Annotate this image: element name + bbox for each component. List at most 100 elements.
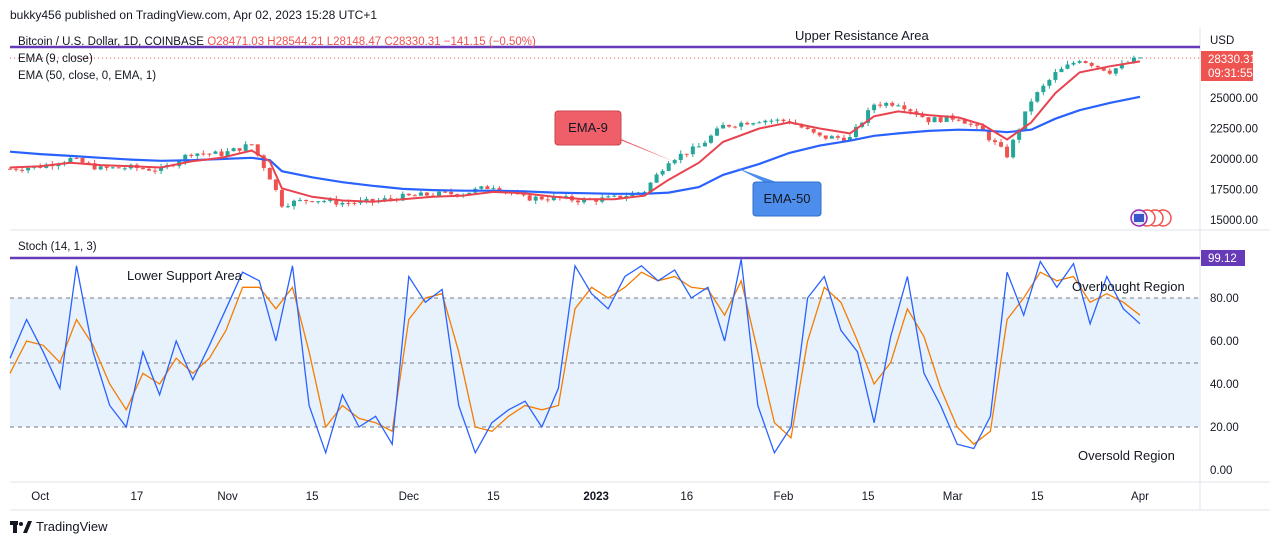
stoch-tick: 80.00 [1210,293,1239,305]
candle [237,148,242,153]
last-price-badge [1201,51,1253,81]
candle [872,103,877,114]
candle [1107,68,1112,75]
candle [545,196,550,203]
candle [249,144,254,146]
last-price-value: 28330.31 [1208,54,1256,66]
candle [533,194,538,205]
ema50-callout-label: EMA-50 [764,191,811,206]
candle [1071,61,1076,66]
candle [902,101,907,112]
stoch-tick: 40.00 [1210,379,1239,391]
candle [1041,83,1046,96]
candle [334,195,339,207]
candle [606,194,611,198]
candle [1047,78,1052,89]
candle [1005,144,1010,159]
candle [1011,138,1016,159]
candle [811,128,816,135]
candle [195,153,200,160]
candle [1059,66,1064,73]
time-tick: 15 [306,491,319,503]
candle [666,160,671,172]
candle [866,107,871,127]
candle [715,126,720,137]
time-tick: Dec [399,491,420,503]
candle [733,125,738,129]
candle [763,119,768,126]
stoch-axis-ticks: 80.00 60.00 40.00 20.00 0.00 [1210,293,1239,477]
candle [829,134,834,139]
ema9-line [9,60,1141,203]
candle [775,118,780,124]
candle [992,138,997,145]
candle [853,123,858,141]
candle [231,147,236,152]
candle [702,140,707,147]
time-tick: 16 [680,491,693,503]
candle [708,134,713,144]
overbought-label: Overbought Region [1072,279,1185,294]
candle [835,134,840,140]
candle [986,129,991,143]
price-tick: 17500.00 [1210,185,1258,197]
time-tick: Nov [217,491,238,503]
price-tick: 20000.00 [1210,154,1258,166]
candle [938,116,943,124]
candle [116,167,121,169]
time-tick: Apr [1131,491,1149,503]
time-tick: Oct [31,491,50,503]
candle [310,200,315,203]
candle [479,185,484,191]
candle [1029,98,1034,116]
candle [279,188,284,209]
candle [285,203,290,209]
stoch-current-value: 99.12 [1208,253,1237,265]
candle [189,153,194,159]
price-axis-ticks: 25000.00 22500.00 20000.00 17500.00 15000.00 [1210,93,1258,227]
price-tick: 15000.00 [1210,215,1258,227]
candle [896,103,901,107]
candle [684,153,689,158]
candle [1138,57,1142,59]
ema9-legend: EMA (9, close) [18,53,93,65]
candle [418,190,423,196]
candle [660,169,665,177]
ema50-legend: EMA (50, close, 0, EMA, 1) [18,70,157,82]
candle [298,197,303,202]
candle [926,117,931,125]
candle [721,122,726,129]
candle [823,135,828,141]
candle [678,150,683,164]
candle [1113,68,1118,76]
currency-label: USD [1210,35,1234,47]
candle [757,121,762,124]
time-tick: 15 [1031,491,1044,503]
time-tick: 2023 [583,491,609,503]
candle [26,166,31,174]
candle [273,179,278,192]
candle [292,199,297,210]
candle [322,199,327,204]
publisher-line: bukky456 published on TradingView.com, A… [10,8,378,22]
candle [878,101,883,108]
tradingview-logo-icon [10,520,32,533]
currency-flags-icon[interactable] [1130,209,1172,227]
candle [110,166,115,169]
candle [412,194,417,197]
candle [485,184,490,190]
candle [690,143,695,157]
tradingview-brand[interactable]: TradingView [10,519,108,534]
brand-name: TradingView [36,519,108,534]
upper-resistance-label: Upper Resistance Area [795,28,929,43]
ema50-callout: EMA-50 [737,168,822,217]
candle [696,143,701,148]
candle [1065,60,1070,70]
ohlc-values: O28471.03 H28544.21 L28148.47 C28330.31 … [207,36,536,48]
candle [1035,91,1040,103]
time-tick: Feb [774,491,794,503]
ema9-callout: EMA-9 [554,110,675,162]
stoch-tick: 20.00 [1210,422,1239,434]
stoch-legend: Stoch (14, 1, 3) [18,241,97,253]
time-tick: 15 [862,491,875,503]
